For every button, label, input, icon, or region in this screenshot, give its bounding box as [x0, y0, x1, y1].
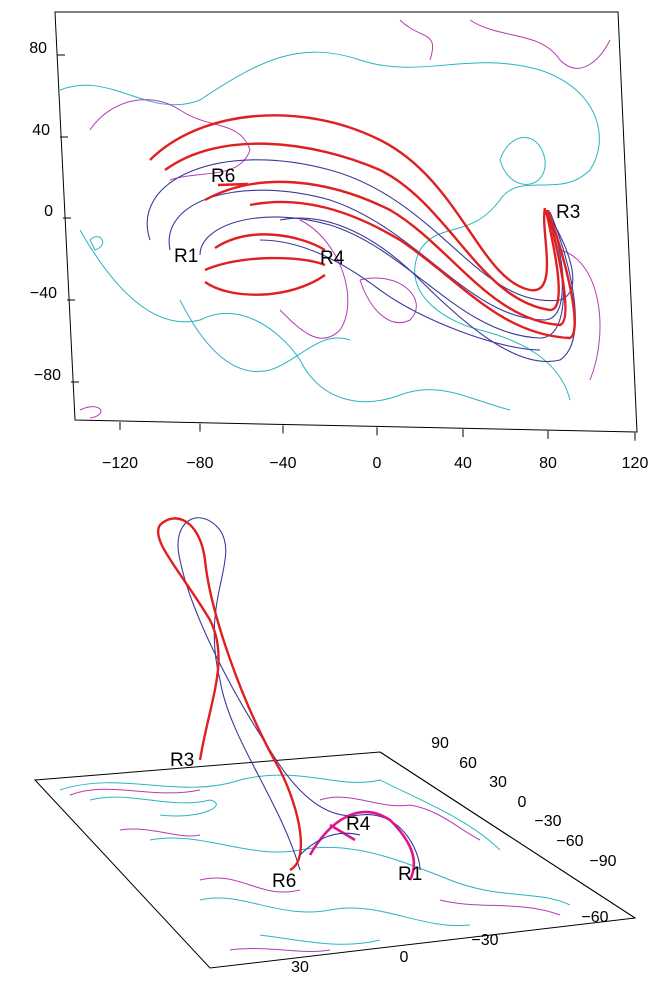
top-panel: R6 R1 R4 R3: [54, 11, 638, 433]
tick-label: 30: [489, 774, 507, 791]
region-label: R4: [346, 814, 371, 835]
frame: [54, 11, 638, 433]
x-tick-label: −40: [269, 455, 296, 472]
x-tick-label: 0: [373, 455, 382, 472]
x-tick-label: −80: [186, 455, 213, 472]
axis: [379, 751, 636, 919]
tick-label: −60: [581, 909, 608, 926]
tick-label: 60: [459, 755, 477, 772]
region-label: R3: [556, 202, 580, 223]
tick-label: −30: [534, 813, 561, 830]
y-tick-label: −40: [30, 285, 57, 302]
tick-label: 0: [400, 949, 409, 966]
tick-label: 30: [291, 959, 309, 976]
tick-label: 90: [431, 735, 449, 752]
region-label: R3: [170, 750, 194, 771]
region-label: R6: [211, 166, 235, 187]
tick-label: −90: [589, 853, 616, 870]
tick-label: −30: [471, 932, 498, 949]
y-tick-label: 80: [29, 40, 47, 57]
y-tick-label: 40: [32, 122, 50, 139]
x-tick-label: 40: [454, 455, 472, 472]
region-label: R1: [174, 246, 198, 267]
field-lines: [157, 517, 421, 881]
bottom-panel: R3 R4 R6 R1: [33, 517, 637, 969]
tick-label: 0: [518, 794, 527, 811]
contours: [59, 774, 571, 952]
region-label: R4: [320, 248, 345, 269]
tick-label: −60: [556, 833, 583, 850]
x-tick-label: 80: [539, 455, 557, 472]
region-label: R6: [272, 871, 296, 892]
y-tick-label: 0: [44, 203, 53, 220]
contours: [59, 19, 611, 419]
x-tick-label: −120: [102, 455, 138, 472]
region-label: R1: [398, 864, 422, 885]
y-tick-label: −80: [34, 367, 61, 384]
field-lines: [146, 114, 576, 362]
x-tick-label: 120: [622, 455, 649, 472]
